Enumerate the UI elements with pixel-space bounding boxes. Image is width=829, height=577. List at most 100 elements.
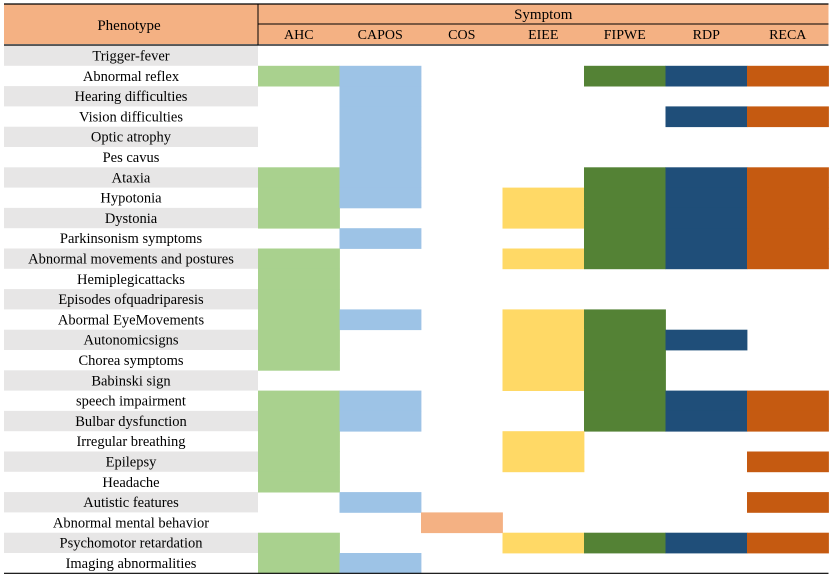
row-label: Hypotonia bbox=[100, 191, 162, 207]
row-label: Trigger-fever bbox=[92, 49, 169, 65]
cell-babinski-sign-fipwe bbox=[584, 370, 666, 391]
row-stripe bbox=[4, 329, 258, 350]
phenotype-header-background bbox=[4, 4, 258, 44]
cell-bulbar-dysfunction-rdp bbox=[665, 410, 748, 432]
cell-speech-impairment-capos bbox=[339, 390, 422, 412]
cell-bulbar-dysfunction-reca bbox=[747, 410, 829, 432]
column-header-cos: COS bbox=[448, 28, 475, 43]
cell-hemiplegicattacks-ahc bbox=[258, 268, 340, 290]
column-header-reca: RECA bbox=[769, 28, 807, 43]
row-label: Episodes ofquadriparesis bbox=[58, 292, 204, 308]
phenotype-header: Phenotype bbox=[97, 18, 161, 34]
cell-chorea-symptoms-ahc bbox=[258, 350, 340, 371]
cell-psychomotor-retardation-fipwe bbox=[584, 532, 666, 554]
row-label: Autistic features bbox=[83, 495, 179, 511]
cell-abormal-eyemovements-eiee bbox=[502, 309, 585, 331]
cell-imaging-abnormalities-ahc bbox=[258, 553, 340, 574]
cell-autonomicsigns-rdp bbox=[665, 329, 748, 351]
column-header-rdp: RDP bbox=[693, 28, 720, 43]
cell-hypotonia-reca bbox=[747, 187, 829, 209]
cell-dystonia-rdp bbox=[665, 207, 748, 229]
cell-dystonia-fipwe bbox=[584, 207, 666, 229]
row-label: Bulbar dysfunction bbox=[75, 414, 187, 430]
cell-abnormal-mental-behavior-cos bbox=[421, 512, 503, 534]
cell-vision-difficulties-capos bbox=[339, 106, 422, 128]
cell-dystonia-ahc bbox=[258, 207, 340, 229]
cell-epilepsy-eiee bbox=[502, 451, 585, 473]
cell-imaging-abnormalities-capos bbox=[339, 553, 422, 574]
cell-abnormal-movements-and-postures-fipwe bbox=[584, 248, 666, 270]
cell-bulbar-dysfunction-ahc bbox=[258, 410, 340, 432]
cell-chorea-symptoms-eiee bbox=[502, 350, 585, 371]
cell-abormal-eyemovements-capos bbox=[339, 309, 422, 331]
cell-ataxia-fipwe bbox=[584, 167, 666, 188]
cell-abnormal-movements-and-postures-eiee bbox=[502, 248, 585, 270]
cell-hypotonia-rdp bbox=[665, 187, 748, 209]
cell-abormal-eyemovements-fipwe bbox=[584, 309, 666, 331]
cell-abnormal-movements-and-postures-reca bbox=[747, 248, 829, 270]
cell-irregular-breathing-ahc bbox=[258, 431, 340, 452]
cell-hypotonia-eiee bbox=[502, 187, 585, 209]
symptom-header: Symptom bbox=[514, 7, 573, 23]
row-label: Pes cavus bbox=[103, 150, 160, 166]
row-stripe bbox=[4, 410, 258, 432]
cell-parkinsonism-symptoms-reca bbox=[747, 228, 829, 249]
row-label: Autonomicsigns bbox=[83, 333, 178, 349]
cell-speech-impairment-fipwe bbox=[584, 390, 666, 412]
row-label: Chorea symptoms bbox=[78, 353, 183, 369]
row-stripe bbox=[4, 370, 258, 391]
row-label: Parkinsonism symptoms bbox=[60, 231, 203, 247]
row-stripe bbox=[4, 86, 258, 107]
row-label: Headache bbox=[102, 475, 159, 491]
cell-speech-impairment-ahc bbox=[258, 390, 340, 412]
cell-headache-ahc bbox=[258, 471, 340, 493]
cell-abnormal-reflex-rdp bbox=[665, 65, 748, 87]
row-stripe bbox=[4, 451, 258, 472]
row-label: Abnormal reflex bbox=[83, 69, 180, 85]
cell-hypotonia-fipwe bbox=[584, 187, 666, 209]
cell-irregular-breathing-eiee bbox=[502, 431, 585, 452]
cell-bulbar-dysfunction-fipwe bbox=[584, 410, 666, 432]
row-label: Irregular breathing bbox=[76, 434, 185, 450]
row-label: Epilepsy bbox=[106, 455, 157, 471]
cell-autonomicsigns-fipwe bbox=[584, 329, 666, 351]
cell-dystonia-reca bbox=[747, 207, 829, 229]
cell-episodes-ofquadriparesis-ahc bbox=[258, 289, 340, 310]
cell-autistic-features-reca bbox=[747, 492, 829, 513]
cell-ataxia-ahc bbox=[258, 167, 340, 188]
row-labels: Trigger-fever Abnormal reflex Hearing diff… bbox=[28, 49, 234, 573]
cell-autonomicsigns-eiee bbox=[502, 329, 585, 351]
cell-psychomotor-retardation-rdp bbox=[665, 532, 748, 554]
row-label: Vision difficulties bbox=[79, 109, 183, 125]
row-label: Hearing difficulties bbox=[75, 89, 188, 105]
column-header-capos: CAPOS bbox=[358, 28, 403, 43]
cell-ataxia-capos bbox=[339, 167, 422, 188]
row-label: speech impairment bbox=[76, 394, 186, 410]
cell-abnormal-movements-and-postures-ahc bbox=[258, 248, 340, 270]
cell-parkinsonism-symptoms-fipwe bbox=[584, 228, 666, 249]
cell-abnormal-reflex-fipwe bbox=[584, 65, 666, 87]
row-label: Abormal EyeMovements bbox=[58, 312, 205, 328]
cell-dystonia-eiee bbox=[502, 207, 585, 229]
row-stripe bbox=[4, 492, 258, 513]
row-label: Abnormal movements and postures bbox=[28, 252, 234, 268]
cell-chorea-symptoms-fipwe bbox=[584, 350, 666, 371]
cell-hypotonia-ahc bbox=[258, 187, 340, 209]
column-header-ahc: AHC bbox=[284, 28, 314, 43]
cell-psychomotor-retardation-reca bbox=[747, 532, 829, 554]
cell-epilepsy-ahc bbox=[258, 451, 340, 473]
column-headers: AHC CAPOS COS EIEE FIPWE RDP RECA bbox=[284, 28, 807, 43]
row-stripe bbox=[4, 532, 258, 553]
row-stripe bbox=[4, 167, 258, 188]
row-stripe bbox=[4, 289, 258, 310]
row-stripes bbox=[4, 45, 258, 553]
row-label: Optic atrophy bbox=[91, 130, 172, 146]
row-label: Babinski sign bbox=[91, 373, 171, 389]
cell-ataxia-rdp bbox=[665, 167, 748, 188]
row-label: Dystonia bbox=[105, 211, 158, 227]
cell-parkinsonism-symptoms-rdp bbox=[665, 228, 748, 249]
cell-pes-cavus-capos bbox=[339, 147, 422, 168]
row-stripe bbox=[4, 45, 258, 66]
cell-parkinsonism-symptoms-capos bbox=[339, 228, 422, 249]
